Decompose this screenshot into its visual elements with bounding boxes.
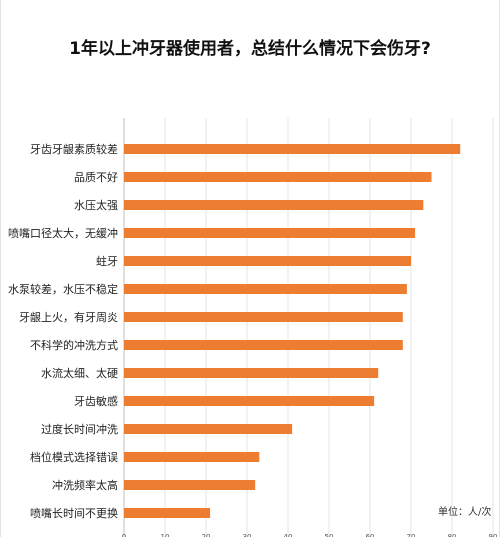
bar xyxy=(124,200,424,210)
category-label: 档位模式选择错误 xyxy=(30,450,118,464)
category-label: 牙齿牙龈素质较差 xyxy=(30,142,118,156)
x-tick-label: 70 xyxy=(407,533,416,537)
x-tick-label: 80 xyxy=(448,533,457,537)
category-label: 牙齿敏感 xyxy=(74,394,118,408)
x-tick-label: 30 xyxy=(243,533,252,537)
x-tick-label: 40 xyxy=(284,533,293,537)
x-tick-label: 60 xyxy=(366,533,375,537)
bar xyxy=(124,228,416,238)
x-tick-label: 50 xyxy=(325,533,334,537)
category-label: 喷嘴口径太大，无缓冲 xyxy=(8,226,118,240)
category-label: 水流太细、太硬 xyxy=(41,366,118,380)
bar xyxy=(124,144,461,154)
bar xyxy=(124,508,211,518)
category-label: 蛀牙 xyxy=(96,255,118,268)
x-tick-label: 0 xyxy=(122,533,126,537)
category-label: 水压太强 xyxy=(74,199,118,212)
category-label: 冲洗频率太高 xyxy=(52,478,118,492)
category-label: 品质不好 xyxy=(74,170,118,184)
unit-label: 单位：人/次 xyxy=(438,507,492,518)
bar xyxy=(124,312,403,322)
bar xyxy=(124,368,379,378)
x-tick-label: 90 xyxy=(489,533,498,537)
category-label: 牙龈上火，有牙周炎 xyxy=(19,310,118,324)
x-tick-label: 20 xyxy=(202,533,211,537)
bar xyxy=(124,172,432,182)
x-tick-label: 10 xyxy=(161,533,170,537)
bar xyxy=(124,452,260,462)
category-label: 水泵较差，水压不稳定 xyxy=(8,282,118,296)
bar xyxy=(124,340,403,350)
category-label: 不科学的冲洗方式 xyxy=(30,338,118,352)
category-label: 过度长时间冲洗 xyxy=(41,422,118,436)
bar xyxy=(124,424,293,434)
bar xyxy=(124,284,407,294)
bar xyxy=(124,256,411,266)
category-label: 喷嘴长时间不更换 xyxy=(30,506,118,520)
chart-title: 1年以上冲牙器使用者，总结什么情况下会伤牙? xyxy=(69,39,431,59)
frame-left xyxy=(0,0,1,537)
bar xyxy=(124,480,256,490)
bar xyxy=(124,396,375,406)
